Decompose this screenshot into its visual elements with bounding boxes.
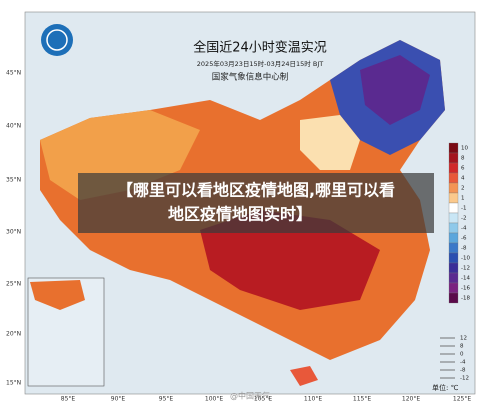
legend: 10 8 6 4 2 1 -1 -2 -4 -6 -8 -10 -12 -14 -16 -18 单位: ℃ 12 8… (432, 142, 470, 392)
inset-legend-label: 12 (460, 336, 467, 342)
legend-label: -4 (461, 226, 467, 232)
legend-swatch (448, 182, 459, 194)
legend-label: -18 (461, 296, 470, 302)
legend-swatch (448, 142, 459, 154)
lat-label: 25°N (6, 281, 21, 288)
legend-label: -6 (461, 236, 467, 242)
logo (41, 24, 73, 56)
map-title: 全国近24小时变温实况 (193, 40, 327, 56)
legend-label: -12 (461, 266, 470, 272)
legend-swatch (448, 272, 459, 284)
lat-label: 30°N (6, 229, 21, 236)
agency: 国家气象信息中心制 (212, 72, 289, 83)
lon-label: 100°E (205, 396, 223, 403)
inset-legend-label: 8 (460, 344, 464, 350)
legend-label: 10 (461, 146, 468, 152)
legend-swatch (448, 262, 459, 274)
legend-label: -10 (461, 256, 470, 262)
lon-label: 110°E (304, 396, 322, 403)
legend-label: -1 (461, 206, 466, 212)
legend-label: -14 (461, 276, 470, 282)
lat-label: 35°N (6, 177, 21, 184)
inset-land (30, 280, 85, 310)
lon-label: 90°E (111, 396, 126, 403)
legend-label: 8 (461, 156, 465, 162)
legend-label: 6 (461, 166, 465, 172)
lat-label: 15°N (6, 380, 21, 387)
legend-swatch (448, 202, 459, 214)
logo-ring (46, 29, 68, 51)
banner-bg (78, 173, 434, 233)
legend-label: 4 (461, 176, 465, 182)
legend-label: -8 (461, 246, 467, 252)
legend-swatch (448, 212, 459, 224)
legend-label: -2 (461, 216, 466, 222)
legend-swatch (448, 242, 459, 254)
legend-swatch (448, 222, 459, 234)
hot-zone (200, 210, 380, 310)
legend-swatch (448, 252, 459, 264)
inset-legend-label: -4 (460, 360, 466, 366)
lon-label: 85°E (61, 396, 76, 403)
cold-core (360, 55, 430, 125)
inset-legend-label: -12 (460, 376, 469, 382)
lon-label: 95°E (159, 396, 174, 403)
legend-swatch (448, 192, 459, 204)
legend-swatch (448, 172, 459, 184)
island (290, 366, 318, 386)
lat-label: 45°N (6, 70, 21, 77)
banner-line: 【哪里可以看地区疫情地图,哪里可以看 (117, 181, 395, 200)
lat-label: 20°N (6, 331, 21, 338)
lat-label: 40°N (6, 123, 21, 130)
lon-label: 120°E (402, 396, 420, 403)
legend-unit: 单位: ℃ (432, 383, 459, 392)
legend-label: 2 (461, 186, 465, 192)
legend-label: -16 (461, 286, 470, 292)
legend-swatch (448, 152, 459, 164)
banner-line: 地区疫情地图实时】 (168, 205, 312, 224)
inset-legend-label: -8 (460, 368, 466, 374)
legend-swatch (448, 292, 459, 304)
neutral-zone (300, 115, 360, 170)
lon-label: 125°E (453, 396, 471, 403)
legend-swatch (448, 232, 459, 244)
inset-legend-label: 0 (460, 352, 464, 358)
lon-label: 115°E (353, 396, 371, 403)
legend-swatch (448, 282, 459, 294)
watermark: @中国天气 (230, 391, 270, 401)
lon-label: 105°E (254, 396, 272, 403)
map-subtitle: 2025年03月23日15时-03月24日15时 BJT (197, 59, 323, 68)
legend-label: 1 (461, 196, 465, 202)
legend-swatch (448, 162, 459, 174)
